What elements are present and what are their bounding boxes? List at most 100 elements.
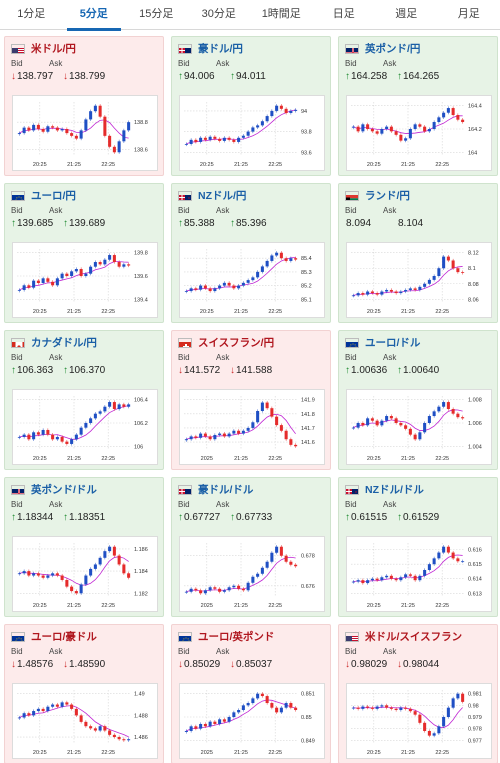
- bid-price: ↑ 0.61515: [345, 512, 397, 523]
- currency-pair-link[interactable]: ランド/円: [365, 190, 410, 202]
- candle-body: [385, 705, 389, 708]
- tab-30min[interactable]: 30分足: [201, 8, 236, 20]
- candle-body: [112, 402, 116, 410]
- currency-card[interactable]: スイスフラン/円 Bid Ask ↓ 141.572 ↓ 141.588 141…: [171, 330, 331, 470]
- currency-card[interactable]: ユーロ/豪ドル Bid Ask ↓ 1.48576 ↓ 1.48590 1.49…: [4, 624, 164, 763]
- candlestick-chart: 0.981 0.98 0.979 0.978 0.977 20:25 21:25 22:25: [351, 690, 482, 756]
- candle-body: [112, 255, 116, 263]
- ask-label: Ask: [49, 647, 63, 656]
- currency-pair-link[interactable]: 英ポンド/ドル: [31, 484, 97, 496]
- candle-body: [446, 402, 450, 410]
- currency-card[interactable]: NZドル/ドル Bid Ask ↑ 0.61515 ↑ 0.61529 0.61…: [338, 477, 498, 617]
- price-chart[interactable]: 164.4 164.2 164 20:25 21:25 22:25: [346, 95, 492, 171]
- currency-pair-link[interactable]: 米ドル/円: [31, 43, 76, 55]
- candle-body: [36, 708, 40, 712]
- currency-card[interactable]: 米ドル/スイスフラン Bid Ask ↓ 0.98029 ↓ 0.98044 0…: [338, 624, 498, 763]
- tab-1min[interactable]: 1分足: [17, 8, 46, 20]
- price-chart[interactable]: 138.8 138.6 20:25 21:25 22:25: [12, 95, 158, 171]
- bid-ask-labels: Bid Ask: [345, 647, 491, 657]
- candle-body: [356, 707, 360, 709]
- arrow-up-icon: ↑: [345, 364, 350, 376]
- candle-body: [65, 441, 69, 444]
- candle-body: [79, 269, 83, 276]
- currency-pair-link[interactable]: NZドル/円: [198, 190, 247, 202]
- currency-pair-link[interactable]: ユーロ/ドル: [365, 337, 421, 349]
- candle-body: [79, 584, 83, 594]
- currency-card[interactable]: ユーロ/ドル Bid Ask ↑ 1.00636 ↑ 1.00640 1.008…: [338, 330, 498, 470]
- currency-card[interactable]: ユーロ/英ポンド Bid Ask ↓ 0.85029 ↓ 0.85037 0.8…: [171, 624, 331, 763]
- currency-pair-link[interactable]: 英ポンド/円: [365, 43, 421, 55]
- candle-body: [89, 418, 93, 423]
- price-chart[interactable]: 8.12 8.1 8.08 8.06 20:25 21:25 22:25: [346, 242, 492, 318]
- price-chart[interactable]: 0.851 0.85 0.849 2025 21:25 22:25: [179, 683, 325, 759]
- price-chart[interactable]: 0.616 0.615 0.614 0.613 20:25 21:25 22:25: [346, 536, 492, 612]
- currency-pair-link[interactable]: NZドル/ドル: [365, 484, 424, 496]
- y-tick-label: 1.182: [134, 591, 148, 597]
- arrow-down-icon: ↓: [397, 658, 402, 670]
- currency-card[interactable]: カナダドル/円 Bid Ask ↑ 106.363 ↑ 106.370 106.…: [4, 330, 164, 470]
- tab-5min[interactable]: 5分足: [63, 0, 126, 31]
- candle-body: [289, 258, 293, 261]
- x-tick-label: 2025: [201, 750, 213, 756]
- y-tick-label: 164: [468, 150, 477, 156]
- candle-body: [408, 574, 412, 576]
- candle-body: [389, 126, 393, 132]
- currency-card[interactable]: ユーロ/円 Bid Ask ↑ 139.685 ↑ 139.689 139.8 1…: [4, 183, 164, 323]
- currency-pair-link[interactable]: ユーロ/円: [31, 190, 76, 202]
- currency-card[interactable]: ランド/円 Bid Ask 8.094 8.104 8.12 8.1 8.08 8.0…: [338, 183, 498, 323]
- candle-body: [17, 717, 21, 719]
- tab-daily[interactable]: 日足: [332, 8, 355, 20]
- candle-body: [389, 707, 393, 709]
- currency-pair-link[interactable]: 豪ドル/円: [198, 43, 243, 55]
- currency-pair-link[interactable]: 米ドル/スイスフラン: [365, 631, 463, 643]
- tab-1hour[interactable]: 1時間足: [261, 8, 301, 20]
- candle-body: [218, 588, 222, 592]
- currency-pair-link[interactable]: ユーロ/英ポンド: [198, 631, 275, 643]
- candle-body: [456, 115, 460, 120]
- price-chart[interactable]: 85.4 85.3 85.2 85.1 20:25 21:25 22:25: [179, 242, 325, 318]
- price-chart[interactable]: 106.4 106.2 106 20:25 21:25 22:25: [12, 389, 158, 465]
- currency-pair-link[interactable]: 豪ドル/ドル: [198, 484, 254, 496]
- currency-pair-link[interactable]: ユーロ/豪ドル: [31, 631, 97, 643]
- candle-body: [108, 255, 112, 260]
- currency-card[interactable]: NZドル/円 Bid Ask ↑ 85.388 ↑ 85.396 85.4 85.…: [171, 183, 331, 323]
- tab-weekly[interactable]: 週足: [395, 8, 418, 20]
- ask-label: Ask: [216, 59, 230, 68]
- currency-card[interactable]: 米ドル/円 Bid Ask ↓ 138.797 ↓ 138.799 138.8 1…: [4, 36, 164, 176]
- candle-body: [237, 710, 241, 713]
- price-chart[interactable]: 141.9 141.8 141.7 141.6 2025 21:25 22:25: [179, 389, 325, 465]
- bid-value: 0.98029: [351, 658, 388, 670]
- candle-body: [246, 280, 250, 283]
- price-chart[interactable]: 1.49 1.488 1.486 20:25 21:25 22:25: [12, 683, 158, 759]
- x-tick-label: 20:25: [33, 309, 47, 315]
- y-tick-label: 0.977: [468, 738, 482, 744]
- candle-body: [89, 111, 93, 120]
- price-chart[interactable]: 94 93.8 93.6 20:25 21:25 22:25: [179, 95, 325, 171]
- tab-monthly[interactable]: 月足: [457, 8, 480, 20]
- candle-body: [222, 433, 226, 437]
- candle-body: [122, 130, 126, 142]
- candle-body: [70, 439, 74, 444]
- currency-card[interactable]: 英ポンド/ドル Bid Ask ↑ 1.18344 ↑ 1.18351 1.18…: [4, 477, 164, 617]
- price-chart[interactable]: 1.008 1.006 1.004 20:25 21:25 22:25: [346, 389, 492, 465]
- candle-body: [208, 288, 212, 292]
- price-chart[interactable]: 0.981 0.98 0.979 0.978 0.977 20:25 21:25 22:25: [346, 683, 492, 759]
- currency-card[interactable]: 英ポンド/円 Bid Ask ↑ 164.258 ↑ 164.265 164.4…: [338, 36, 498, 176]
- candle-body: [222, 282, 226, 286]
- currency-card[interactable]: 豪ドル/円 Bid Ask ↑ 94.006 ↑ 94.011 94 93.8 93…: [171, 36, 331, 176]
- price-chart[interactable]: 139.8 139.6 139.4 20:25 21:25 22:25: [12, 242, 158, 318]
- candle-body: [437, 726, 441, 734]
- candle-body: [22, 127, 26, 134]
- candle-body: [213, 721, 217, 724]
- candle-body: [246, 582, 250, 591]
- candle-body: [108, 546, 112, 552]
- y-tick-label: 0.979: [468, 715, 482, 721]
- price-chart[interactable]: 1.186 1.184 1.182 20:25 21:25 22:25: [12, 536, 158, 612]
- candle-body: [194, 139, 198, 142]
- price-chart[interactable]: 0.678 0.676 2025 21:25 22:25: [179, 536, 325, 612]
- currency-card[interactable]: 豪ドル/ドル Bid Ask ↑ 0.67727 ↑ 0.67733 0.678…: [171, 477, 331, 617]
- currency-pair-link[interactable]: スイスフラン/円: [198, 337, 275, 349]
- tab-15min[interactable]: 15分足: [139, 8, 174, 20]
- currency-pair-link[interactable]: カナダドル/円: [31, 337, 97, 349]
- y-tick-label: 164.4: [468, 104, 482, 110]
